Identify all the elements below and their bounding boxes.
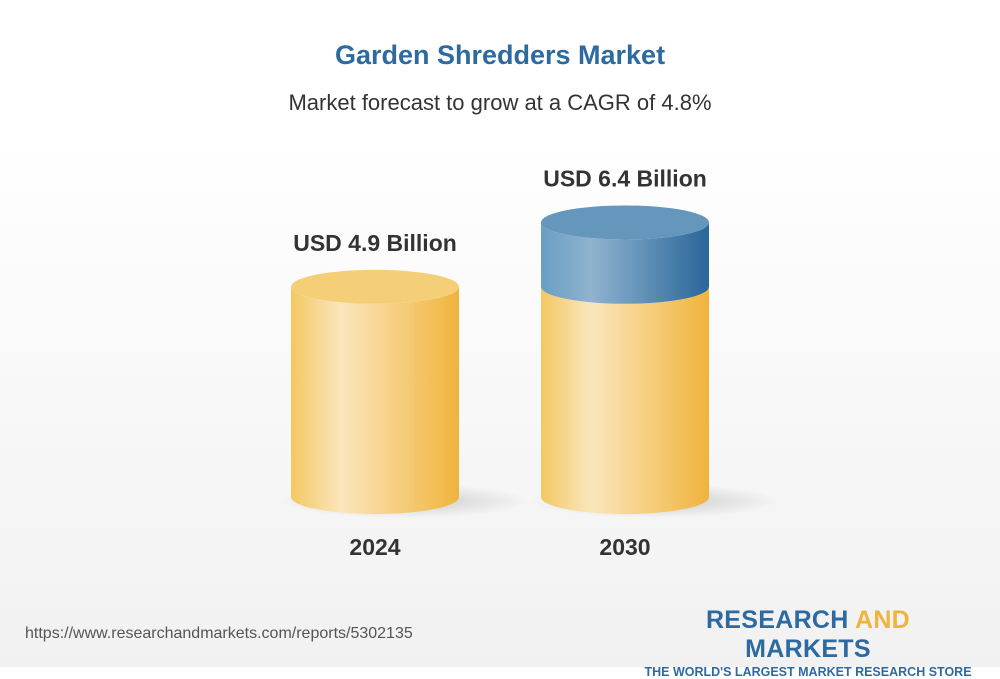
chart-subtitle: Market forecast to grow at a CAGR of 4.8…: [288, 90, 712, 115]
cylinder-top: [541, 205, 709, 240]
data-label: USD 4.9 Billion: [293, 230, 457, 256]
bar-2030-base: [541, 286, 709, 514]
bar-2024-base: [291, 286, 459, 514]
research-and-markets-logo: RESEARCH AND MARKETS THE WORLD'S LARGEST…: [644, 606, 972, 679]
bar-2030-growth: [541, 222, 709, 304]
chart-title: Garden Shredders Market: [334, 40, 666, 70]
source-url[interactable]: https://www.researchandmarkets.com/repor…: [25, 625, 413, 642]
category-label: 2024: [349, 534, 400, 560]
category-label: 2030: [599, 534, 650, 560]
data-label: USD 6.4 Billion: [543, 165, 707, 191]
cylinder-top: [291, 269, 459, 304]
